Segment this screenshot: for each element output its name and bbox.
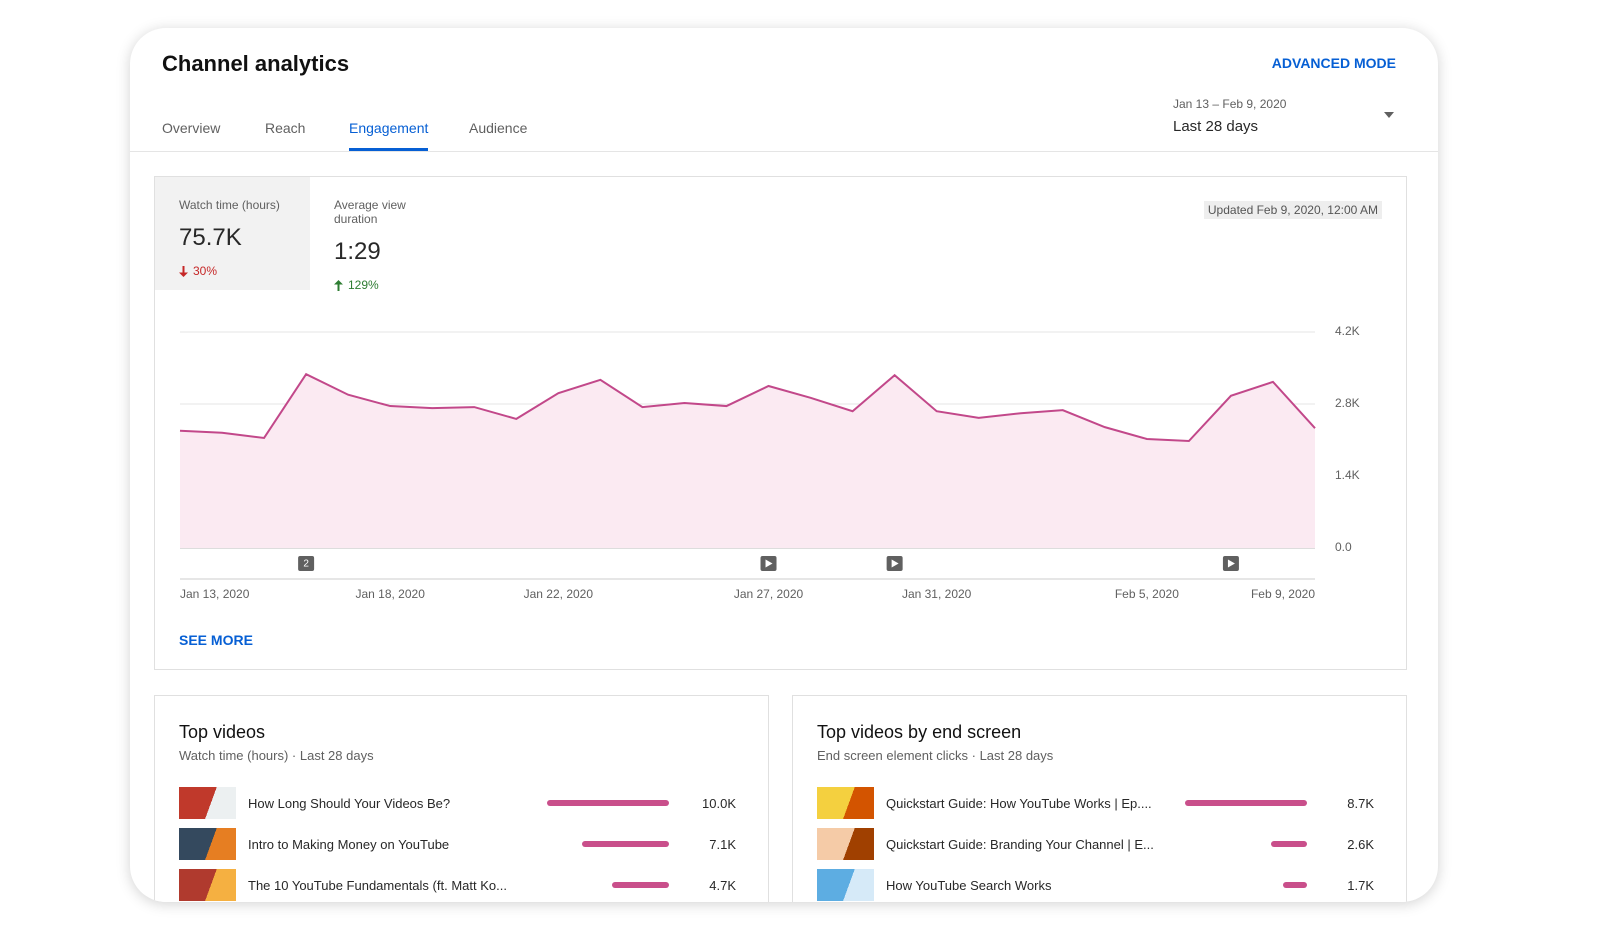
trend-arrow xyxy=(334,279,343,291)
y-tick-label: 1.4K xyxy=(1335,468,1360,482)
line xyxy=(179,372,1316,443)
video-marker[interactable] xyxy=(760,556,777,571)
area xyxy=(180,374,1315,548)
video-title: Quickstart Guide: Branding Your Channel … xyxy=(886,837,1154,852)
y-tick-label: 2.8K xyxy=(1335,396,1360,410)
dropdown-arrow[interactable] xyxy=(1383,111,1395,119)
chart-panel: Watch time (hours) 75.7K 30% Average view d… xyxy=(154,176,1407,670)
video-marker[interactable] xyxy=(1222,556,1239,571)
video-card: Top videos by end screen End screen eleme… xyxy=(792,695,1407,902)
date-range: Jan 13 – Feb 9, 2020 xyxy=(1173,97,1287,111)
value-label: 10.0K xyxy=(702,796,736,811)
metric-label: Watch time (hours) xyxy=(179,198,280,212)
tab[interactable]: Overview xyxy=(162,120,221,136)
video-thumbnail xyxy=(179,828,236,860)
bar xyxy=(1270,841,1307,847)
play-icon xyxy=(765,559,773,568)
marker-label: 2 xyxy=(303,559,309,570)
see-more-link[interactable]: SEE MORE xyxy=(179,632,253,648)
card-subtitle: Watch time (hours) · Last 28 days xyxy=(179,748,374,763)
arrow-shape xyxy=(334,279,343,291)
value-label: 4.7K xyxy=(709,878,736,893)
period-select[interactable]: Last 28 days xyxy=(1173,118,1259,135)
x-tick-label: Jan 27, 2020 xyxy=(734,587,804,601)
metric-value: 75.7K xyxy=(179,224,242,251)
play-icon xyxy=(891,559,899,568)
updated-stamp: Updated Feb 9, 2020, 12:00 AM xyxy=(1203,201,1382,219)
marker-box xyxy=(298,556,315,571)
value-label: 1.7K xyxy=(1347,878,1374,893)
card-subtitle: End screen element clicks · Last 28 days xyxy=(817,748,1054,763)
video-title: Quickstart Guide: How YouTube Works | Ep… xyxy=(886,796,1152,811)
bar xyxy=(1185,800,1307,806)
metric-tab[interactable]: Average view duration 1:29 129% xyxy=(310,177,465,292)
video-card: Top videos Watch time (hours) · Last 28 d… xyxy=(154,695,769,902)
x-tick-label: Jan 18, 2020 xyxy=(355,587,425,601)
metric-value: 1:29 xyxy=(334,238,381,265)
bar xyxy=(1283,882,1307,888)
card-title: Top videos xyxy=(179,722,266,742)
metric-tab[interactable]: Watch time (hours) 75.7K 30% xyxy=(155,177,310,290)
x-tick-label: Feb 5, 2020 xyxy=(1115,587,1179,601)
video-row[interactable]: Quickstart Guide: Branding Your Channel … xyxy=(817,828,1374,860)
value-label: 8.7K xyxy=(1347,796,1374,811)
video-thumbnail xyxy=(179,869,236,901)
trend-arrow xyxy=(179,265,188,277)
play-icon xyxy=(1227,559,1235,568)
value-label: 2.6K xyxy=(1347,837,1374,852)
metric-change: 129% xyxy=(348,278,379,292)
video-row[interactable]: How Long Should Your Videos Be? 10.0K xyxy=(179,787,736,819)
arrow-shape xyxy=(179,265,188,277)
bar xyxy=(547,800,669,806)
bar xyxy=(582,841,669,847)
divider xyxy=(130,151,1438,152)
video-title: The 10 YouTube Fundamentals (ft. Matt Ko… xyxy=(248,878,507,893)
x-tick-label: Feb 9, 2020 xyxy=(1251,587,1315,601)
y-tick-label: 0.0 xyxy=(1335,540,1352,554)
video-row[interactable]: Intro to Making Money on YouTube 7.1K xyxy=(179,828,736,860)
tab[interactable]: Reach xyxy=(265,120,306,136)
bar xyxy=(611,882,669,888)
chart: 0.0 1.4K 2.8K 4.2K Jan 13, 2020 Jan 18, 2020 J… xyxy=(179,324,1360,601)
metric-change-row: 30% xyxy=(179,264,286,278)
x-tick-label: Jan 13, 2020 xyxy=(180,587,250,601)
video-title: How YouTube Search Works xyxy=(886,878,1052,893)
video-thumbnail xyxy=(817,869,874,901)
video-marker[interactable]: 2 xyxy=(298,556,315,571)
video-thumbnail xyxy=(817,787,874,819)
advanced-mode-link[interactable]: ADVANCED MODE xyxy=(1271,55,1396,71)
x-tick-label: Jan 22, 2020 xyxy=(524,587,594,601)
tab[interactable]: Engagement xyxy=(349,120,429,136)
x-tick-label: Jan 31, 2020 xyxy=(902,587,972,601)
video-marker[interactable] xyxy=(886,556,903,571)
metric-label: Average view duration xyxy=(334,198,406,226)
video-thumbnail xyxy=(817,828,874,860)
value-label: 7.1K xyxy=(709,837,736,852)
y-tick-label: 4.2K xyxy=(1335,324,1360,338)
tab[interactable]: Audience xyxy=(469,120,528,136)
page-title: Channel analytics xyxy=(162,51,350,76)
metric-change-row: 129% xyxy=(334,278,441,292)
tab-indicator xyxy=(349,148,428,151)
card-title: Top videos by end screen xyxy=(817,722,1022,742)
video-title: How Long Should Your Videos Be? xyxy=(248,796,451,811)
metric-change: 30% xyxy=(193,264,218,278)
video-title: Intro to Making Money on YouTube xyxy=(248,837,450,852)
video-row[interactable]: Quickstart Guide: How YouTube Works | Ep… xyxy=(817,787,1374,819)
analytics-window: Channel analytics ADVANCED MODE Overview… xyxy=(130,28,1438,902)
video-row[interactable]: How YouTube Search Works 1.7K xyxy=(817,869,1374,901)
video-row[interactable]: The 10 YouTube Fundamentals (ft. Matt Ko… xyxy=(179,869,736,901)
video-thumbnail xyxy=(179,787,236,819)
